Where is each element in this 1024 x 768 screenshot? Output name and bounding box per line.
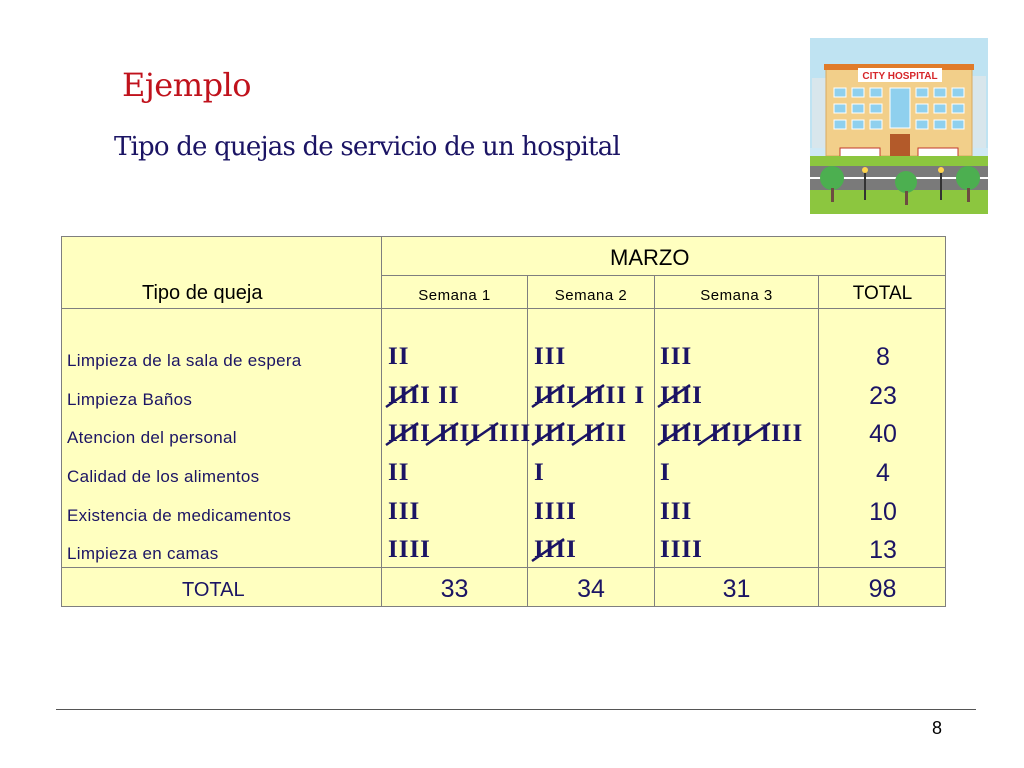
header-week-2: Semana 2 xyxy=(554,287,628,304)
tally-strikes xyxy=(385,383,771,563)
page-number: 8 xyxy=(932,718,943,738)
row-total: 4 xyxy=(876,459,890,487)
header-week-1: Semana 1 xyxy=(418,287,491,304)
row-total: 40 xyxy=(869,420,897,448)
tally-week-2: IIII xyxy=(534,536,577,563)
tally-week-1: II xyxy=(388,343,410,370)
tally-week-2: I xyxy=(534,459,545,486)
tally-week-1: III xyxy=(388,498,421,525)
header-week-3: Semana 3 xyxy=(700,287,773,304)
tally-week-3: IIII xyxy=(660,536,703,563)
hospital-sign: CITY HOSPITAL xyxy=(862,71,937,82)
tally-week-2: III xyxy=(534,343,567,370)
tally-week-1: IIII II xyxy=(388,382,460,409)
tally-week-3: III xyxy=(660,343,693,370)
header-month: MARZO xyxy=(610,245,690,270)
tally-week-3: III xyxy=(660,498,693,525)
footer-total-week-2: 34 xyxy=(577,575,605,603)
row-total: 8 xyxy=(876,343,890,371)
tally-week-1: IIII IIII IIII xyxy=(388,420,532,447)
grid-line xyxy=(381,237,382,607)
grid-line xyxy=(62,567,946,568)
row-label: Limpieza Baños xyxy=(67,390,193,409)
hospital-illustration: CITY HOSPITAL xyxy=(810,38,988,214)
footer-grand-total: 98 xyxy=(868,575,897,603)
row-total: 13 xyxy=(869,536,897,564)
footer-total-week-3: 31 xyxy=(722,575,751,603)
tally-week-3: I xyxy=(660,459,671,486)
slide-title: Ejemplo xyxy=(122,66,252,104)
tally-week-3: IIII xyxy=(660,382,703,409)
footer-total-week-1: 33 xyxy=(440,575,469,603)
grid-line xyxy=(654,275,655,607)
footer-divider xyxy=(56,709,976,710)
grid-line xyxy=(818,275,819,607)
tally-week-1: II xyxy=(388,459,410,486)
row-label: Calidad de los alimentos xyxy=(67,467,260,486)
header-total: TOTAL xyxy=(852,283,913,304)
row-label: Atencion del personal xyxy=(67,428,237,447)
row-total: 10 xyxy=(869,498,897,526)
tally-week-1: IIII xyxy=(388,536,431,563)
row-label: Existencia de medicamentos xyxy=(67,506,292,525)
header-complaint-type: Tipo de queja xyxy=(142,282,263,304)
grid-line xyxy=(527,275,528,607)
tally-week-3: IIII IIII IIII xyxy=(660,420,804,447)
slide-subtitle: Tipo de quejas de servicio de un hospita… xyxy=(114,132,621,162)
grid-line xyxy=(62,308,946,309)
tally-week-2: IIII xyxy=(534,498,577,525)
row-total: 23 xyxy=(869,382,897,410)
row-label: Limpieza de la sala de espera xyxy=(67,351,302,370)
complaints-table: Tipo de queja MARZO Semana 1 Semana 2 Se… xyxy=(61,236,946,607)
footer-total-label: TOTAL xyxy=(182,579,245,601)
row-label: Limpieza en camas xyxy=(67,544,219,563)
grid-line xyxy=(381,275,946,276)
